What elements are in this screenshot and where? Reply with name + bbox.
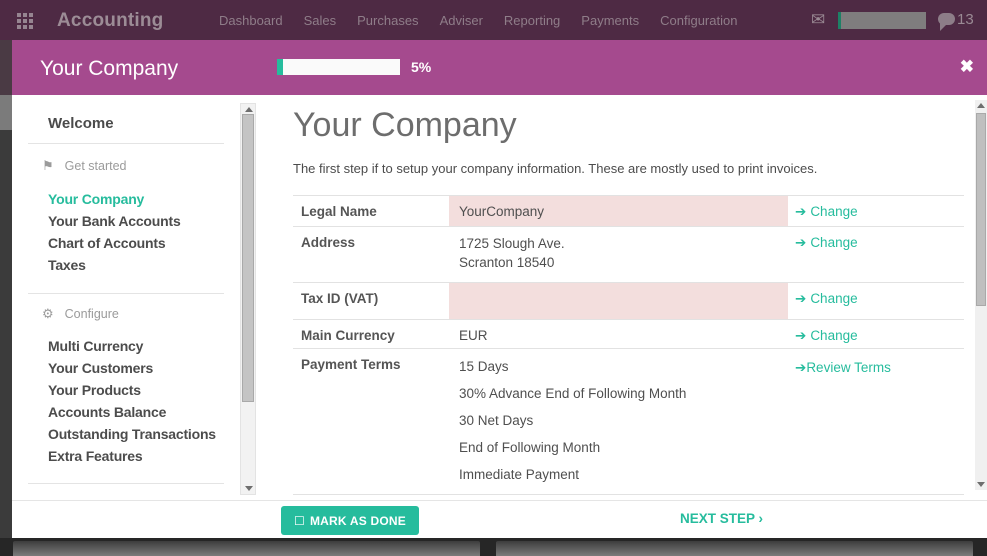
sidebar-item-taxes[interactable]: Taxes <box>48 257 86 273</box>
row-label: Main Currency <box>301 328 395 343</box>
section-title: Configure <box>64 307 119 321</box>
row-value: 15 Days 30% Advance End of Following Mon… <box>459 359 687 482</box>
nav-item-payments[interactable]: Payments <box>581 12 640 28</box>
mark-as-done-button[interactable]: ☐ MARK AS DONE <box>281 506 419 535</box>
row-label: Payment Terms <box>301 357 401 372</box>
change-link[interactable]: ➔ Change <box>795 204 858 219</box>
section-get-started: ⚑ Get started <box>42 158 127 174</box>
sidebar-item-your-company[interactable]: Your Company <box>48 191 145 207</box>
gear-icon: ⚙ <box>42 306 54 321</box>
review-terms-link[interactable]: ➔Review Terms <box>795 360 891 375</box>
row-value: EUR <box>459 328 488 343</box>
row-value: YourCompany <box>449 196 788 226</box>
nav-item-purchases[interactable]: Purchases <box>357 12 419 28</box>
planner-main: Your Company The first step if to setup … <box>258 95 975 500</box>
top-nav: Accounting Dashboard Sales Purchases Adv… <box>0 0 987 40</box>
scrollbar-thumb[interactable] <box>976 113 986 306</box>
sidebar-item-multi-currency[interactable]: Multi Currency <box>48 338 144 354</box>
table-row-main-currency: Main Currency EUR ➔ Change <box>293 320 964 349</box>
nav-menu: Dashboard Sales Purchases Adviser Report… <box>219 0 737 40</box>
nav-item-sales[interactable]: Sales <box>303 12 337 28</box>
chat-bubble-icon[interactable] <box>938 13 955 31</box>
change-link[interactable]: ➔ Change <box>795 291 858 306</box>
planner-body: Welcome ⚑ Get started Your Company Your B… <box>12 95 987 500</box>
sidebar-item-your-bank-accounts[interactable]: Your Bank Accounts <box>48 213 181 229</box>
table-row-tax-id: Tax ID (VAT) ➔ Change <box>293 283 964 320</box>
messages-icon[interactable]: ✉ <box>811 10 826 29</box>
divider <box>28 293 224 294</box>
arrow-right-icon: ➔ <box>795 360 807 375</box>
scroll-down-icon[interactable] <box>245 486 253 491</box>
page-description: The first step if to setup your company … <box>293 161 818 176</box>
dimmed-background <box>0 130 12 538</box>
scroll-up-icon[interactable] <box>977 103 985 108</box>
dimmed-card <box>13 541 480 556</box>
arrow-right-icon: ➔ <box>795 328 807 343</box>
table-row-payment-terms: Payment Terms 15 Days 30% Advance End of… <box>293 349 964 495</box>
app-title[interactable]: Accounting <box>57 10 164 31</box>
row-action: ➔ Change <box>788 196 964 226</box>
dimmed-background <box>0 538 987 556</box>
dimmed-background <box>0 95 12 130</box>
progress-fill <box>277 59 284 75</box>
row-value: 1725 Slough Ave. Scranton 18540 <box>459 236 565 270</box>
table-row-address: Address 1725 Slough Ave. Scranton 18540 … <box>293 227 964 283</box>
planner-sidebar: Welcome ⚑ Get started Your Company Your B… <box>12 95 240 500</box>
page-title: Your Company <box>293 106 517 144</box>
row-label: Legal Name <box>301 204 377 219</box>
scroll-down-icon[interactable] <box>977 482 985 487</box>
nav-item-configuration[interactable]: Configuration <box>660 12 738 28</box>
row-action: ➔ Change <box>788 227 964 282</box>
row-action: ➔ Change <box>788 283 964 319</box>
sidebar-item-chart-of-accounts[interactable]: Chart of Accounts <box>48 235 166 251</box>
nav-item-adviser[interactable]: Adviser <box>439 12 483 28</box>
sidebar-item-your-customers[interactable]: Your Customers <box>48 360 154 376</box>
sidebar-item-welcome[interactable]: Welcome <box>48 115 114 132</box>
company-info-table: Legal Name YourCompany ➔ Change Address 1… <box>293 195 964 495</box>
arrow-right-icon: ➔ <box>795 204 807 219</box>
arrow-right-icon: ➔ <box>795 291 807 306</box>
section-configure: ⚙ Configure <box>42 306 119 322</box>
row-label: Tax ID (VAT) <box>301 291 379 306</box>
scroll-up-icon[interactable] <box>245 107 253 112</box>
row-value <box>449 283 788 319</box>
progress-bar <box>277 59 400 75</box>
change-link[interactable]: ➔ Change <box>795 235 858 250</box>
nav-item-dashboard[interactable]: Dashboard <box>219 12 283 28</box>
nav-item-reporting[interactable]: Reporting <box>503 12 561 28</box>
sidebar-item-outstanding-transactions[interactable]: Outstanding Transactions <box>48 426 216 442</box>
apps-menu-icon[interactable] <box>17 13 33 29</box>
progress-percent-label: 5% <box>411 59 432 75</box>
divider <box>28 143 224 144</box>
sidebar-item-your-products[interactable]: Your Products <box>48 382 141 398</box>
row-action: ➔Review Terms <box>788 349 964 494</box>
sidebar-item-extra-features[interactable]: Extra Features <box>48 448 143 464</box>
chat-count-badge: 13 <box>957 11 974 28</box>
flag-icon: ⚑ <box>42 158 54 173</box>
divider <box>28 483 224 484</box>
sidebar-item-accounts-balance[interactable]: Accounts Balance <box>48 404 167 420</box>
dimmed-background <box>0 40 12 95</box>
next-step-link[interactable]: NEXT STEP › <box>680 511 764 526</box>
table-row-legal-name: Legal Name YourCompany ➔ Change <box>293 196 964 227</box>
scrollbar-thumb[interactable] <box>242 114 254 402</box>
section-title: Get started <box>64 159 127 173</box>
planner-footer: ☐ MARK AS DONE NEXT STEP › <box>12 500 987 538</box>
change-link[interactable]: ➔ Change <box>795 328 858 343</box>
arrow-right-icon: ➔ <box>795 235 807 250</box>
row-action: ➔ Change <box>788 320 964 348</box>
planner-title: Your Company <box>40 57 179 80</box>
sidebar-scrollbar[interactable] <box>240 103 256 495</box>
close-icon[interactable]: ✖ <box>959 57 974 76</box>
checkbox-icon: ☐ <box>294 513 305 528</box>
user-menu[interactable] <box>838 12 926 29</box>
row-label: Address <box>301 235 356 250</box>
planner-header: Your Company 5% ✖ <box>12 40 987 95</box>
content-scrollbar[interactable] <box>975 100 987 490</box>
chevron-right-icon: › <box>758 511 764 526</box>
dimmed-card <box>496 541 973 556</box>
